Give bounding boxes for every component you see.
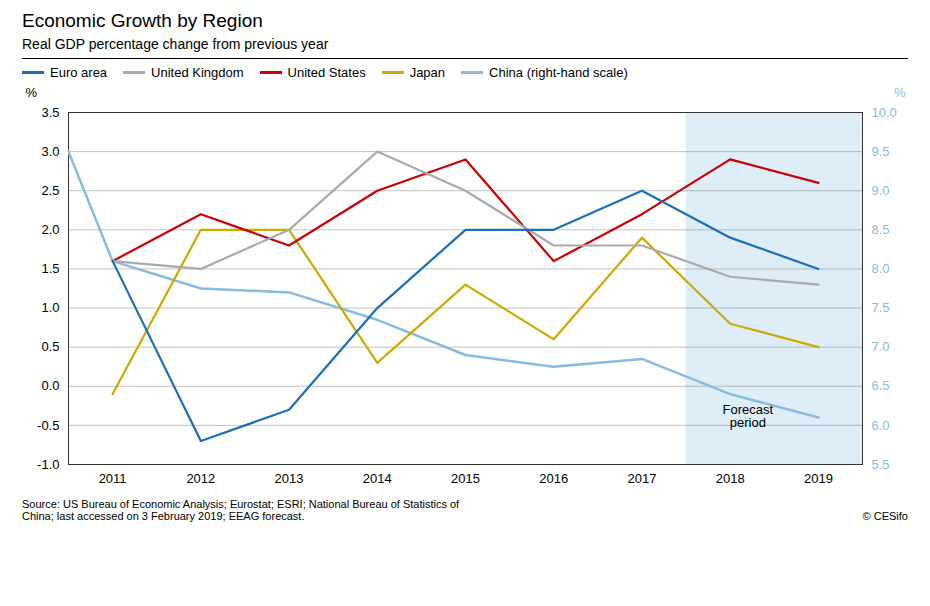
svg-text:3.5: 3.5 [41,105,59,120]
svg-text:2013: 2013 [275,471,304,486]
svg-text:0.5: 0.5 [41,339,59,354]
html-text:© CESifo: © CESifo [862,510,908,522]
svg-text:8.5: 8.5 [872,222,890,237]
svg-text:2011: 2011 [99,471,127,486]
svg-text:0.0: 0.0 [41,378,59,393]
svg-text:3.0: 3.0 [41,144,59,159]
svg-text:2012: 2012 [186,471,215,486]
svg-text:-1.0: -1.0 [37,457,59,472]
svg-text:1.0: 1.0 [41,300,59,315]
svg-text:5.5: 5.5 [872,457,890,472]
svg-text:%: % [26,85,38,100]
html-text:United States: United States [287,65,366,80]
svg-text:1.5: 1.5 [41,261,59,276]
svg-text:8.0: 8.0 [872,261,890,276]
svg-text:2016: 2016 [539,471,568,486]
html-text:Real GDP percentage change fro: Real GDP percentage change from previous… [22,36,329,52]
svg-text:7.0: 7.0 [872,339,890,354]
svg-text:2.5: 2.5 [41,183,59,198]
html-text:Source: US Bureau of Economic: Source: US Bureau of Economic Analysis; … [22,498,460,522]
svg-text:9.0: 9.0 [872,183,890,198]
html-text:Economic Growth by Region: Economic Growth by Region [22,10,263,31]
svg-text:2015: 2015 [451,471,480,486]
html-text:United Kingdom: United Kingdom [151,65,244,80]
svg-text:2018: 2018 [716,471,745,486]
svg-text:2017: 2017 [627,471,656,486]
html-text:Euro area: Euro area [50,65,108,80]
svg-text:%: % [894,85,906,100]
svg-text:2.0: 2.0 [41,222,59,237]
html-text:Japan: Japan [409,65,446,80]
svg-text:2019: 2019 [804,471,833,486]
svg-text:7.5: 7.5 [872,300,890,315]
svg-text:10.0: 10.0 [872,105,897,120]
svg-text:2014: 2014 [363,471,392,486]
svg-text:6.5: 6.5 [872,378,890,393]
svg-text:6.0: 6.0 [872,418,890,433]
html-text:China (right-hand scale): China (right-hand scale) [489,65,628,80]
svg-text:-0.5: -0.5 [37,418,59,433]
svg-text:Forecastperiod: Forecastperiod [723,402,774,430]
svg-text:9.5: 9.5 [872,144,890,159]
